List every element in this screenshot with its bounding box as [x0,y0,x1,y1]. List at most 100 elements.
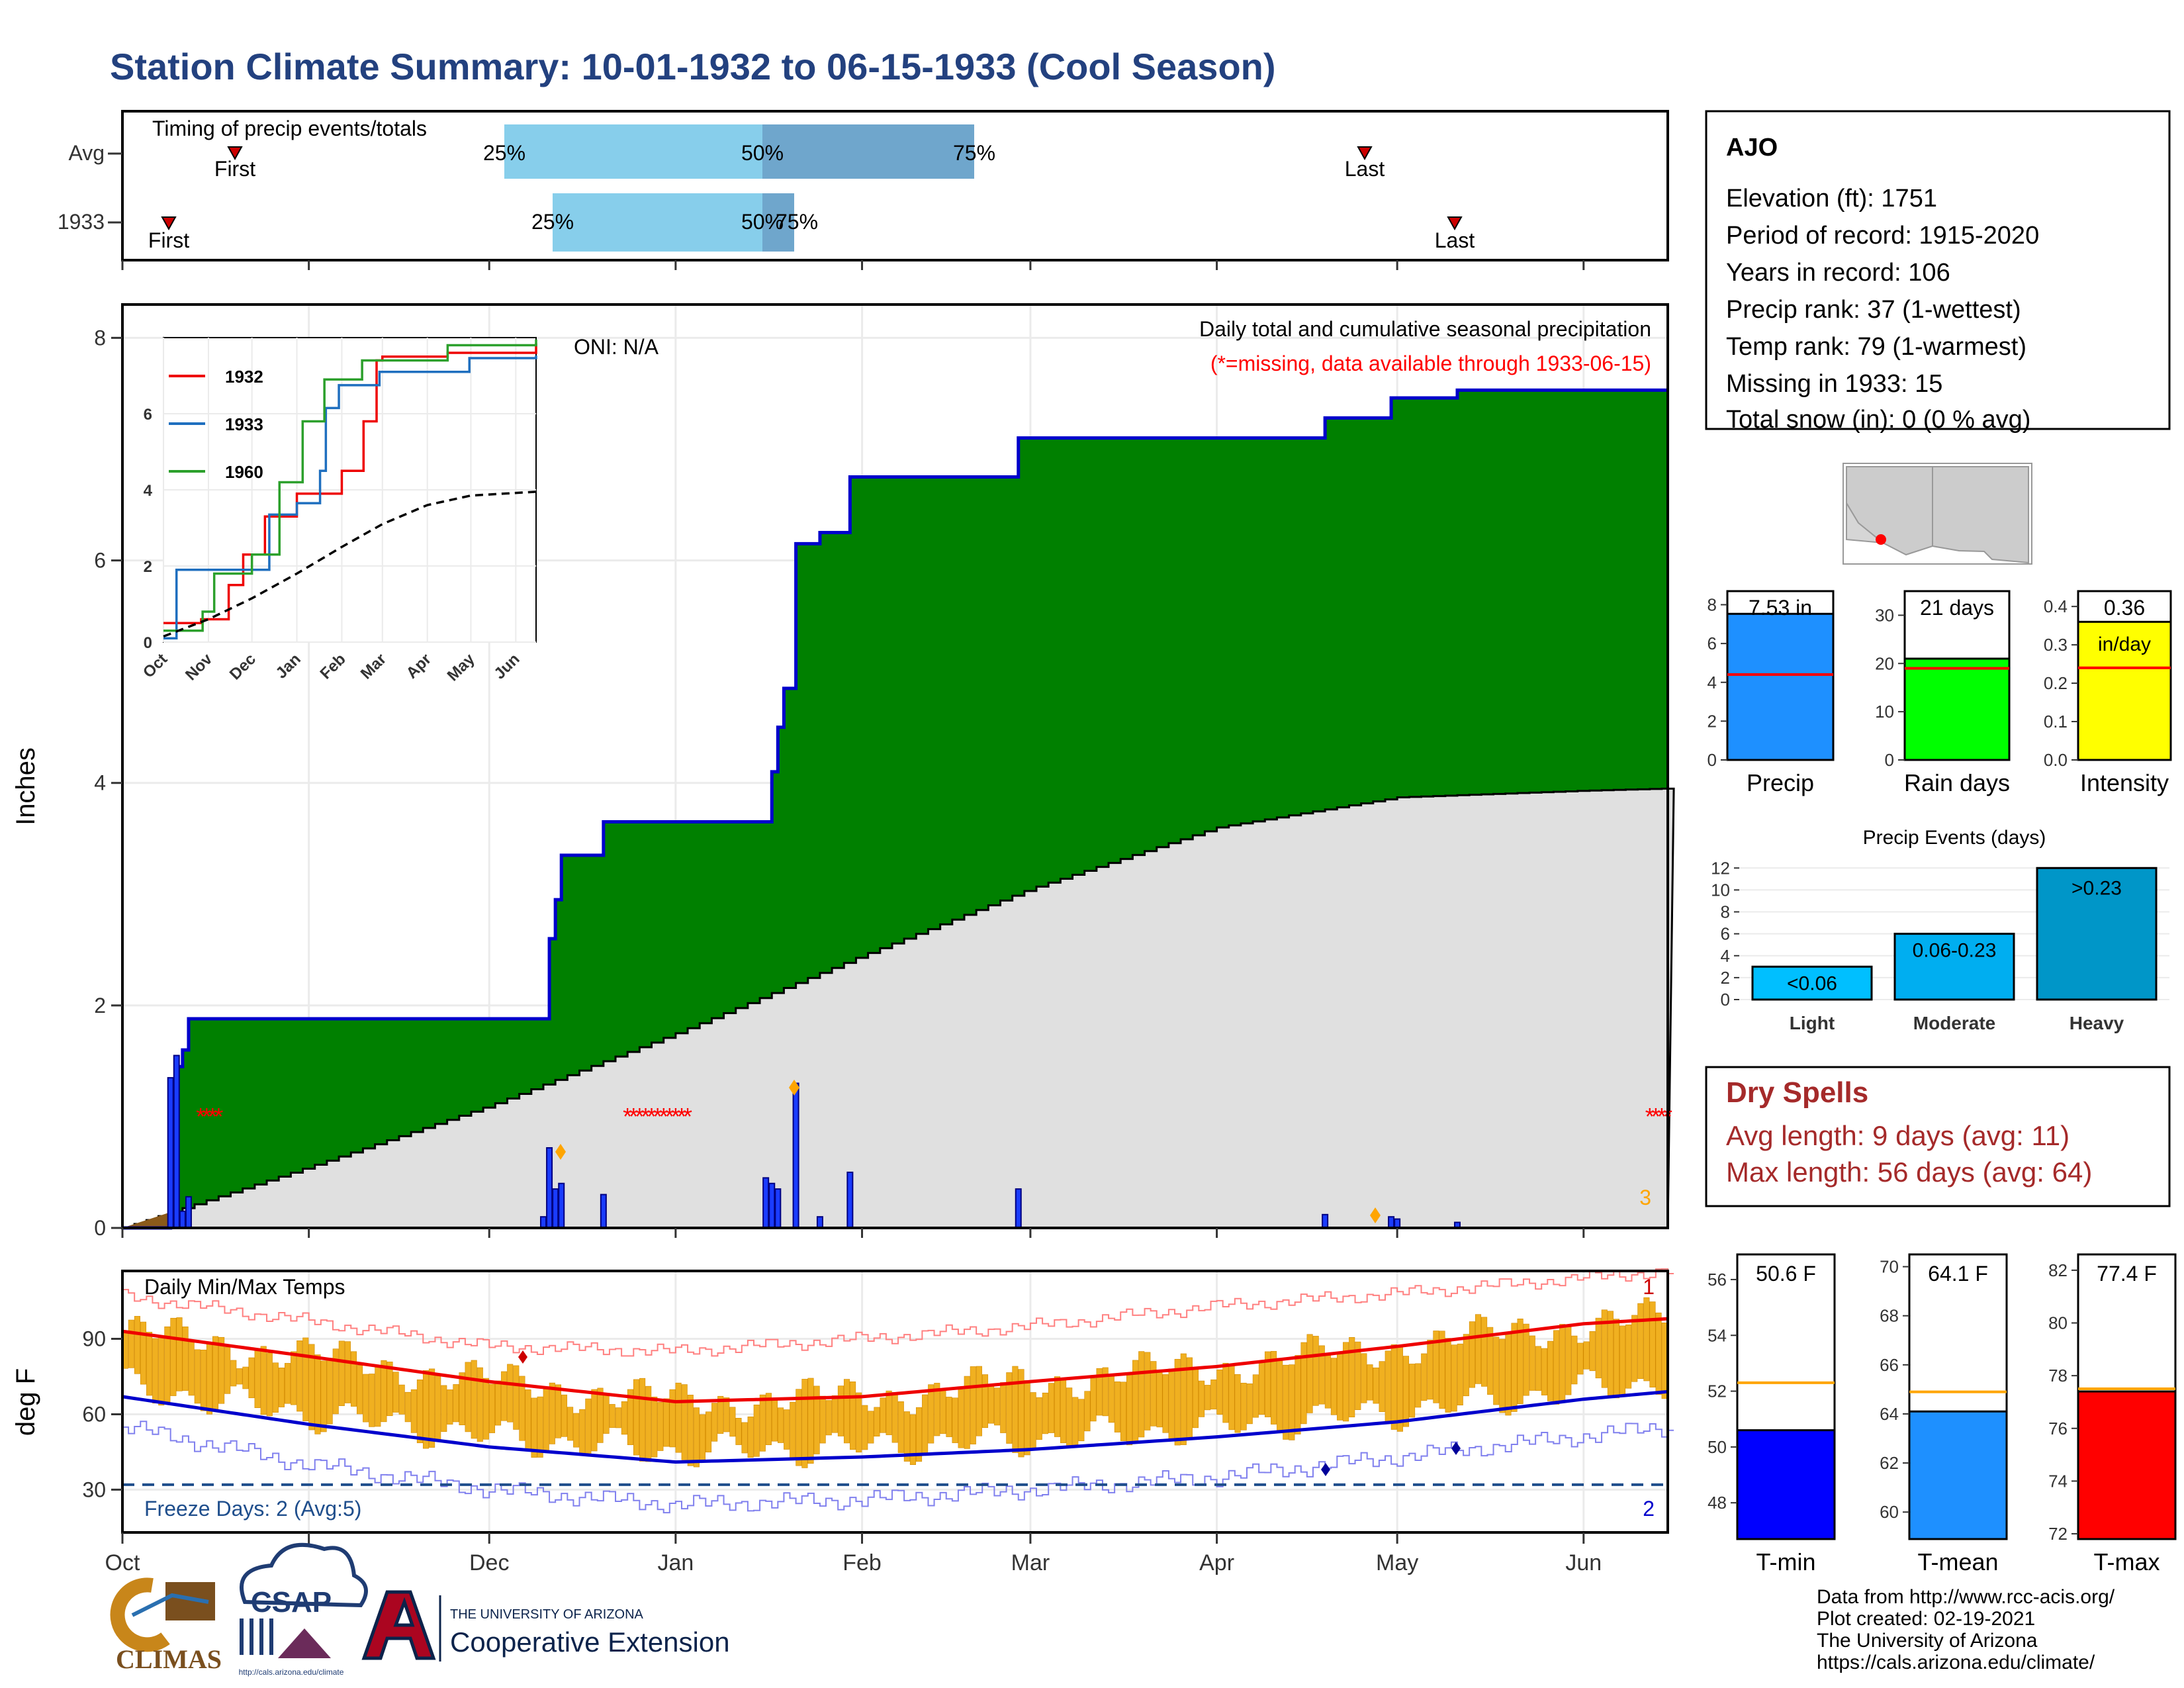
temp-range-bar-223 [1463,1334,1469,1397]
temp-range-bar-196 [1300,1342,1307,1425]
temp-range-bar-44 [387,1362,393,1417]
temp-range-bar-51 [429,1368,435,1448]
temp-summary-bar-0 [1736,1429,1836,1540]
events-bar-label-0: <0.06 [1787,972,1837,994]
missing-mark-1-84: * [623,1103,632,1130]
events-category-2: Heavy [2070,1013,2124,1033]
daily-precip-bar-11 [774,1188,782,1229]
temp-range-bar-124 [868,1411,874,1444]
temp-range-bar-1 [128,1319,134,1368]
avg-last-marker [1357,146,1373,161]
summary-bar-1 [1903,657,2011,761]
temp-range-bar-241 [1571,1335,1578,1385]
freeze-days-label: Freeze Days: 2 (Avg:5) [144,1497,361,1521]
missing-mark-1-86: * [635,1103,644,1130]
temp-range-bar-41 [369,1374,375,1427]
temp-y-axis: 30 60 90 [82,1327,122,1501]
temp-range-bar-243 [1583,1341,1590,1370]
temp-range-bar-65 [513,1365,520,1430]
temp-range-bar-67 [525,1389,531,1452]
temp-range-bar-137 [946,1397,952,1437]
daily-precip-bar-17 [1388,1216,1395,1229]
avg-first-marker [227,146,243,161]
temp-range-bar-23 [260,1346,267,1415]
temp-range-bar-248 [1613,1319,1620,1399]
daily-temp-range-bars [122,1297,1668,1468]
location-map [1843,463,2032,565]
precip-y-tick-3: 6 [94,549,106,573]
temp-range-bar-219 [1439,1331,1445,1409]
temp-range-bar-141 [970,1366,976,1444]
precip-diamond-jan [789,1080,799,1096]
temp-summary-y-tick-2-3: 78 [2048,1366,2068,1385]
temp-range-bar-189 [1258,1361,1265,1415]
missing-mark-1-91: * [665,1103,674,1130]
y1933-last-label: Last [1435,228,1475,252]
temp-range-bar-3 [140,1321,147,1385]
temp-range-bar-233 [1523,1323,1529,1396]
inset-series-line-1960 [163,339,537,632]
daily-precip-bar-8 [600,1194,607,1229]
summary-chart-rain-days: 0 10 20 30 21 days Rain days [1875,590,2011,796]
temp-range-bar-74 [567,1407,574,1441]
temp-range-bar-50 [422,1370,430,1449]
temp-range-bar-190 [1264,1351,1271,1417]
x-tick-jan: Jan [657,1550,694,1575]
dry-spells-frame [1705,1066,2171,1207]
temp-range-bar-10 [182,1326,189,1391]
temp-range-bar-114 [807,1378,814,1464]
daily-precip-bar-14 [846,1171,854,1229]
footer-credits: Data from http://www.rcc-acis.org/ Plot … [1817,1586,2115,1673]
map-state-new-mexico [1932,466,2029,564]
temp-range-bar-210 [1385,1350,1391,1423]
temp-range-bar-98 [711,1403,718,1442]
temp-range-bar-191 [1271,1350,1277,1425]
temp-range-bar-22 [254,1348,261,1408]
missing-mark-2-256: * [1657,1103,1666,1130]
precip-y-axis-label: Inches [11,747,40,825]
temp-summary-y-tick-0-1: 50 [1707,1437,1727,1457]
temp-range-bar-214 [1409,1364,1416,1418]
temp-range-bar-26 [278,1367,285,1407]
temp-range-bar-79 [597,1387,604,1443]
temp-range-bar-29 [296,1340,303,1412]
temp-range-bar-111 [790,1401,796,1459]
temp-range-bar-33 [320,1360,327,1432]
events-bar-moderate [1893,933,2015,1001]
temp-range-bar-244 [1589,1331,1596,1372]
temp-range-bar-159 [1078,1399,1085,1442]
temp-range-bar-204 [1349,1336,1355,1418]
temp-bottom-right-count: 2 [1643,1497,1655,1521]
summary-y-tick-2-4: 0.4 [2044,596,2068,616]
temp-range-bar-174 [1168,1368,1175,1440]
temp-summary-value-0: 50.6 F [1756,1262,1816,1286]
footer-line-4: https://cals.arizona.edu/climate/ [1817,1652,2095,1673]
temp-panel: Daily Min/Max Temps Freeze Days: 2 (Avg:… [11,1268,1674,1575]
temp-range-bar-17 [224,1346,231,1394]
temp-range-bar-40 [363,1374,369,1423]
temp-range-bar-82 [615,1407,621,1429]
events-bar-label-1: 0.06-0.23 [1913,940,1997,962]
temp-range-bar-146 [1000,1382,1007,1433]
precip-y-tick-1: 2 [94,994,106,1017]
y1933-last-marker [1447,216,1463,231]
temp-range-bar-24 [266,1352,273,1417]
temp-range-bar-112 [796,1389,802,1466]
avg-first-label: First [214,157,255,181]
temp-range-bar-30 [302,1337,309,1421]
events-bar-heavy [2036,867,2158,1001]
temp-diamond-apr [1321,1463,1330,1476]
daily-precip-bar-2 [179,1210,186,1229]
page-title: Station Climate Summary: 10-01-1932 to 0… [110,46,1276,87]
temp-range-bar-206 [1361,1353,1367,1403]
temp-range-bar-66 [519,1376,525,1441]
summary-bar-2 [2077,620,2172,761]
inset-y-tick-3: 6 [144,406,152,424]
temp-range-bar-121 [850,1382,856,1450]
temp-range-bar-75 [573,1413,580,1448]
csap-mountain-icon [278,1628,331,1658]
temp-summary-bar-1 [1908,1410,2008,1540]
precip-y-tick-2: 4 [94,771,106,795]
events-y-tick-1: 2 [1721,968,1730,988]
